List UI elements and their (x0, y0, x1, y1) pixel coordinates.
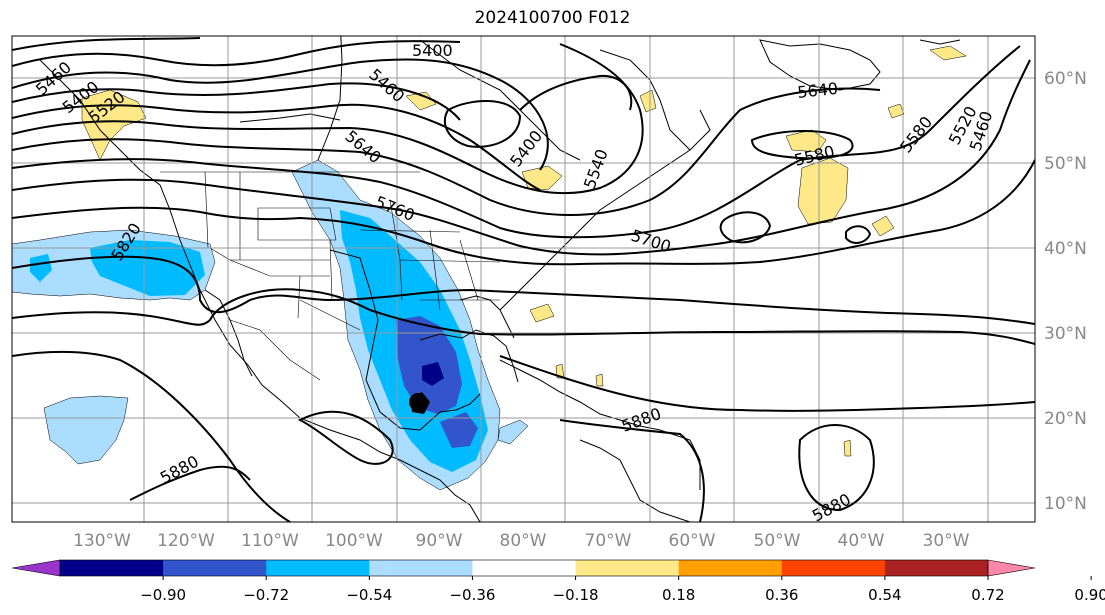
lon-label: 110°W (241, 531, 299, 551)
contour-label: 5400 (412, 41, 453, 60)
lon-label: 50°W (754, 531, 801, 551)
shade-yellow-sargasso (529, 303, 555, 323)
colorbar-tick-label: 0.72 (971, 586, 1004, 604)
lon-label: 80°W (500, 531, 547, 551)
shade-light-blue-caribbean (497, 419, 529, 445)
shade-light-blue-pacific (43, 395, 129, 465)
shade-darker-blue-gulf (422, 362, 444, 386)
political-borders (160, 171, 501, 381)
shade-yellow-small-2 (595, 373, 604, 387)
colorbar-tick-label: 0.90 (1074, 586, 1105, 604)
shade-yellow-labrador (521, 165, 563, 191)
shade-yellow-nw (81, 89, 147, 161)
lon-label: 120°W (157, 531, 215, 551)
lat-label: 50°N (1044, 154, 1087, 174)
shade-yellow-small-3 (843, 439, 852, 457)
lat-label: 30°N (1044, 324, 1087, 344)
colorbar-outline (59, 559, 989, 577)
lon-label: 100°W (325, 531, 383, 551)
colorbar-segment (472, 560, 577, 576)
shade-yellow-small-1 (887, 103, 905, 119)
contour-label: 5400 (506, 127, 546, 171)
lon-label: 40°W (838, 531, 885, 551)
colorbar-segment (266, 560, 370, 576)
shade-yellow-canada (405, 91, 437, 111)
colorbar-segment (163, 560, 267, 576)
lon-label: 130°W (73, 531, 131, 551)
colorbar-segment (369, 560, 473, 576)
colorbar-tick-label: 0.36 (765, 586, 798, 604)
lat-label: 40°N (1044, 239, 1087, 259)
graticule (12, 36, 1035, 522)
colorbar-tick-label: 0.18 (662, 586, 695, 604)
colorbar-segment (60, 560, 164, 576)
contour-label: 5880 (157, 452, 202, 488)
colorbar-extend-min (11, 559, 61, 577)
shade-yellow-east (929, 45, 967, 61)
shaded-field (12, 45, 967, 491)
colorbar-segment (884, 560, 989, 576)
map-title: 2024100700 F012 (474, 8, 631, 28)
colorbar-segment (575, 560, 680, 576)
map-frame (11, 35, 1036, 523)
colorbar-tick-label: −0.18 (553, 586, 599, 604)
colorbar: −0.90 −0.72 −0.54 −0.36 −0.18 0.18 0.36 0.54 0.7… (11, 559, 1105, 604)
shade-yellow-atlantic-2 (797, 157, 849, 225)
contour-label: 5640 (796, 79, 838, 102)
lon-label: 90°W (416, 531, 463, 551)
latitude-labels: 60°N 50°N 40°N 30°N 20°N 10°N (1044, 69, 1087, 514)
colorbar-segment (781, 560, 886, 576)
colorbar-segment (678, 560, 783, 576)
lat-label: 20°N (1044, 409, 1087, 429)
contour-label: 5580 (896, 113, 936, 157)
shade-mid-blue-west-2 (30, 254, 52, 282)
colorbar-tick-label: −0.72 (243, 586, 289, 604)
shade-dark-blue-yucatan (440, 412, 478, 448)
height-contours (12, 37, 1035, 522)
lon-label: 60°W (669, 531, 716, 551)
longitude-labels: 130°W 120°W 110°W 100°W 90°W 80°W 70°W 6… (73, 531, 970, 551)
shade-yellow-atlantic-3 (871, 215, 895, 237)
lon-label: 70°W (585, 531, 632, 551)
shade-mid-blue-west (90, 240, 205, 296)
lon-label: 30°W (923, 531, 970, 551)
colorbar-tick-label: 0.54 (868, 586, 901, 604)
contour-label: 5640 (341, 127, 384, 168)
colorbar-tick-label: −0.90 (140, 586, 186, 604)
lat-label: 10°N (1044, 494, 1087, 514)
shade-yellow-ne-us (639, 89, 657, 113)
colorbar-tick-label: −0.36 (449, 586, 495, 604)
contour-label: 5880 (809, 490, 854, 526)
lat-label: 60°N (1044, 69, 1087, 89)
colorbar-extend-max (987, 559, 1036, 577)
contour-label: 5460 (365, 65, 408, 106)
low-center-marker (409, 393, 427, 411)
colorbar-tick-label: −0.54 (346, 586, 392, 604)
